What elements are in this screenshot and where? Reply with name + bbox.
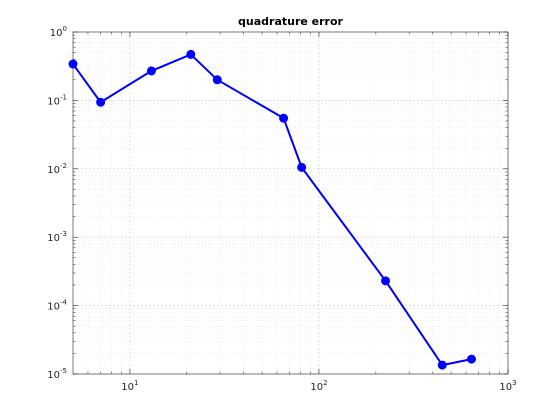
x-tick-label: 103 (499, 379, 516, 393)
y-tick-label: 100 (50, 25, 67, 39)
y-tick-label: 10-5 (47, 367, 67, 381)
data-point (68, 59, 78, 69)
y-tick-label: 10-1 (47, 93, 67, 107)
x-tick-label: 101 (121, 379, 138, 393)
plot-area (73, 32, 508, 374)
data-point (297, 162, 307, 172)
data-point (437, 360, 447, 370)
plot-frame (72, 31, 509, 375)
data-point (146, 66, 156, 76)
x-tick-label: 102 (310, 379, 327, 393)
y-tick-label: 10-2 (47, 162, 67, 176)
x-tick-labels: 101 102 103 (121, 379, 516, 393)
data-point (212, 75, 222, 85)
chart-title: quadrature error (238, 15, 344, 28)
series-line (72, 53, 472, 367)
data-point (186, 49, 196, 59)
data-point (466, 354, 476, 364)
grid-minor (73, 32, 508, 374)
data-point (279, 113, 289, 123)
y-tick-labels: 100 10-1 10-2 10-3 10-4 10-5 (47, 25, 67, 381)
data-point (381, 276, 391, 286)
axis-ticks (73, 31, 509, 375)
series-layer (68, 49, 476, 370)
y-tick-label: 10-4 (47, 299, 67, 313)
data-point (96, 97, 106, 107)
y-tick-label: 10-3 (47, 230, 67, 244)
